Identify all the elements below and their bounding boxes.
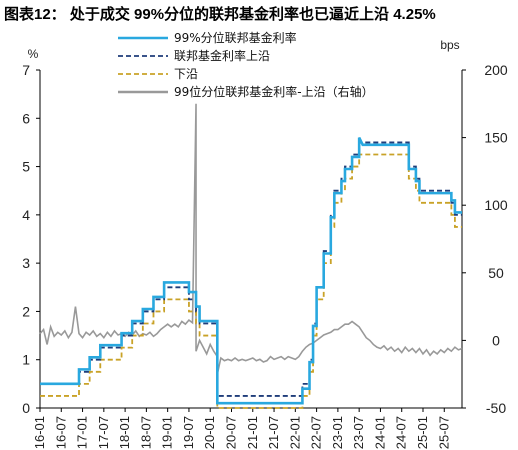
- x-tick-label: 23-01: [330, 416, 345, 449]
- x-tick-label: 24-01: [372, 416, 387, 449]
- axes: 0 1 2 3 4 5 6 7 -50 0 50 100 150 200% bps 16-01 16-07 17-…: [22, 38, 508, 449]
- right-tick-label: 50: [488, 265, 504, 281]
- right-axis-unit: bps: [440, 38, 459, 52]
- left-tick-label: 0: [22, 400, 30, 416]
- x-tick-label: 17-01: [75, 416, 90, 449]
- legend-label: 99位分位联邦基金利率-上沿（右轴）: [174, 84, 374, 99]
- legend-label: 联邦基金利率上沿: [174, 48, 270, 63]
- left-tick-label: 7: [22, 62, 30, 78]
- left-tick-label: 6: [22, 110, 30, 126]
- series-line: [40, 153, 462, 409]
- x-tick-label: 20-01: [202, 416, 217, 449]
- x-tick-label: 21-07: [266, 416, 281, 449]
- right-tick-label: 150: [484, 130, 508, 146]
- right-tick-label: -50: [486, 400, 506, 416]
- x-tick-label: 18-07: [138, 416, 153, 449]
- x-tick-label: 21-01: [245, 416, 260, 449]
- right-tick-label: 100: [484, 197, 508, 213]
- left-tick-label: 1: [22, 352, 30, 368]
- series-layer: [39, 103, 463, 409]
- left-tick-label: 3: [22, 255, 30, 271]
- x-tick-label: 20-07: [223, 416, 238, 449]
- x-tick-label: 18-01: [117, 416, 132, 449]
- left-tick-label: 4: [22, 207, 30, 223]
- x-tick-label: 17-07: [96, 416, 111, 449]
- left-axis-unit: %: [28, 47, 39, 61]
- x-tick-label: 22-07: [309, 416, 324, 449]
- series-line: [40, 137, 462, 405]
- x-tick-label: 19-01: [160, 416, 175, 449]
- x-tick-label: 16-01: [32, 416, 47, 449]
- x-tick-label: 19-07: [181, 416, 196, 449]
- chart-title: 图表12： 处于成交 99%分位的联邦基金利率也已逼近上沿 4.25%: [4, 6, 436, 23]
- right-tick-label: 0: [492, 332, 500, 348]
- x-tick-label: 25-07: [436, 416, 451, 449]
- x-tick-label: 23-07: [351, 416, 366, 449]
- x-tick-label: 24-07: [394, 416, 409, 449]
- right-tick-label: 200: [484, 62, 508, 78]
- left-tick-label: 2: [22, 303, 30, 319]
- series-line: [39, 103, 463, 375]
- legend-label: 99%分位联邦基金利率: [174, 30, 297, 45]
- x-tick-label: 16-07: [53, 416, 68, 449]
- left-tick-label: 5: [22, 159, 30, 175]
- x-tick-label: 25-01: [415, 416, 430, 449]
- legend-label: 下沿: [174, 67, 198, 81]
- x-tick-label: 22-01: [287, 416, 302, 449]
